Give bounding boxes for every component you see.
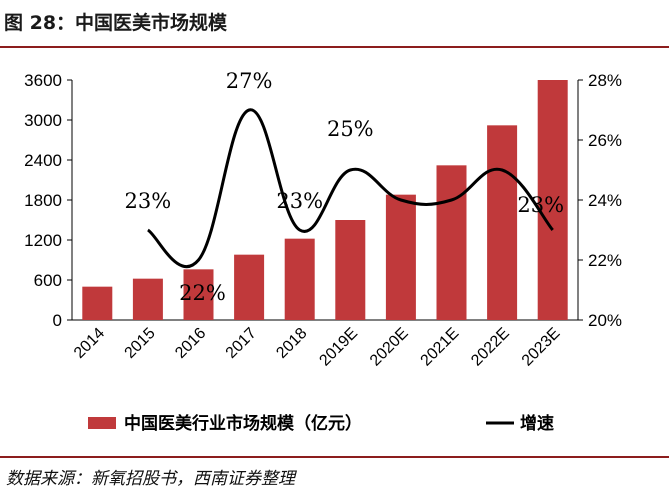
bar-2023E	[537, 80, 568, 320]
x-tick-label: 2019E	[316, 325, 361, 370]
left-tick-label: 3600	[24, 71, 62, 90]
source-note: 数据来源：新氧招股书，西南证券整理	[6, 469, 295, 489]
x-tick-label: 2023E	[519, 325, 564, 370]
source-rule	[0, 456, 669, 458]
left-tick-label: 2400	[24, 151, 62, 170]
x-tick-label: 2015	[122, 325, 159, 362]
x-tick-label: 2016	[172, 325, 209, 362]
right-tick-label: 20%	[588, 311, 622, 330]
bar-2019E	[335, 220, 366, 320]
title-rule	[0, 46, 669, 48]
growth-data-label: 23%	[276, 189, 323, 213]
bar-2015	[132, 278, 163, 320]
growth-data-label: 22%	[179, 281, 226, 305]
bar-2020E	[385, 194, 416, 320]
left-tick-label: 0	[53, 311, 62, 330]
growth-data-label: 27%	[226, 69, 273, 93]
bar-2021E	[436, 165, 467, 320]
bar-2017	[234, 254, 265, 320]
bar-2018	[284, 238, 315, 320]
legend-bar-swatch	[88, 417, 116, 429]
x-tick-label: 2017	[223, 325, 260, 362]
growth-data-label: 25%	[327, 117, 374, 141]
growth-line	[146, 108, 554, 269]
right-tick-label: 28%	[588, 71, 622, 90]
chart-figure: 0 600 1200 1800 2400 3000 3600 20% 22% 24% 26% 28% 2…	[24, 69, 622, 434]
left-tick-label: 1200	[24, 231, 62, 250]
legend-bar-label: 中国医美行业市场规模（亿元）	[124, 413, 362, 434]
x-tick-label: 2022E	[468, 325, 513, 370]
x-tick-label: 2014	[71, 325, 108, 362]
bar-2016	[183, 269, 214, 320]
right-tick-label: 22%	[588, 251, 622, 270]
x-tick-label: 2018	[273, 325, 310, 362]
left-tick-label: 3000	[24, 111, 62, 130]
x-tick-label: 2021E	[418, 325, 463, 370]
figure-title: 图 28：中国医美市场规模	[4, 12, 228, 34]
right-tick-label: 26%	[588, 131, 622, 150]
legend-line-label: 增速	[520, 413, 554, 434]
growth-data-label: 23%	[125, 189, 172, 213]
growth-data-label: 23%	[517, 193, 564, 217]
bar-2022E	[487, 125, 518, 320]
left-tick-label: 600	[34, 271, 62, 290]
x-tick-label: 2020E	[367, 325, 412, 370]
left-tick-label: 1800	[24, 191, 62, 210]
right-tick-label: 24%	[588, 191, 622, 210]
bar-2014	[82, 286, 113, 320]
